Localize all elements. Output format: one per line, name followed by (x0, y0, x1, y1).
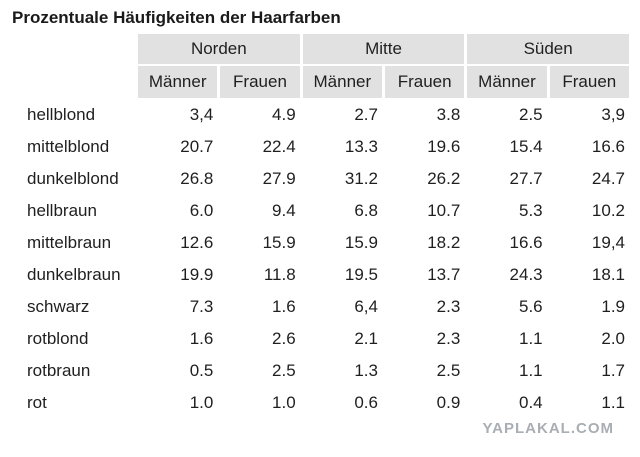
value-cell: 1.0 (189, 393, 214, 412)
value-cell: 13.7 (427, 265, 461, 284)
table-body: hellblond 3,4 4.9 2.7 3.8 2.5 3,9 mittelblond 20… (15, 100, 629, 418)
value-cell: 20.7 (180, 137, 214, 156)
value-cell: 26.2 (427, 169, 461, 188)
row-label: rotbraun (27, 361, 91, 380)
value-cell: 10.7 (427, 201, 461, 220)
table-row: rot 1.0 1.0 0.6 0.9 0.4 1.1 (15, 388, 629, 418)
value-cell: 9.4 (272, 201, 296, 220)
value-cell: 27.7 (509, 169, 543, 188)
value-cell: 2.5 (272, 361, 296, 380)
value-cell: 1.3 (354, 361, 378, 380)
value-cell: 27.9 (262, 169, 296, 188)
value-cell: 2.0 (601, 329, 625, 348)
row-label: hellblond (27, 105, 96, 124)
value-cell: 2.7 (354, 105, 378, 124)
value-cell: 7.3 (189, 297, 214, 316)
table-row: hellblond 3,4 4.9 2.7 3.8 2.5 3,9 (15, 100, 629, 130)
value-cell: 2.3 (436, 297, 461, 316)
value-cell: 0.6 (354, 393, 378, 412)
value-cell: 24.3 (509, 265, 543, 284)
row-label: dunkelblond (27, 169, 119, 188)
value-cell: 0.4 (519, 393, 543, 412)
value-cell: 0.9 (436, 393, 461, 412)
value-cell: 12.6 (180, 233, 214, 252)
row-label: mittelbraun (27, 233, 112, 252)
value-cell: 1.6 (272, 297, 296, 316)
value-cell: 5.3 (519, 201, 543, 220)
gender-header-row: Männer Frauen Männer Frauen Männer Fraue… (15, 66, 629, 98)
table-row: dunkelblond 26.8 27.9 31.2 26.2 27.7 24.7 (15, 164, 629, 194)
value-cell: 15.4 (509, 137, 543, 156)
value-cell: 15.9 (262, 233, 296, 252)
value-cell: 18.2 (427, 233, 461, 252)
region-header-norden: Norden (138, 34, 300, 64)
region-header-sueden: Süden (467, 34, 629, 64)
table-row: rotblond 1.6 2.6 2.1 2.3 1.1 2.0 (15, 324, 629, 354)
value-cell: 1.9 (601, 297, 625, 316)
gender-header: Männer (302, 66, 382, 98)
value-cell: 3,4 (189, 105, 214, 124)
value-cell: 1.6 (189, 329, 214, 348)
row-label: rotblond (27, 329, 89, 348)
value-cell: 2.5 (436, 361, 461, 380)
value-cell: 13.3 (344, 137, 378, 156)
value-cell: 3,9 (601, 105, 625, 124)
value-cell: 16.6 (509, 233, 543, 252)
value-cell: 1.1 (519, 329, 543, 348)
value-cell: 4.9 (272, 105, 296, 124)
table-row: schwarz 7.3 1.6 6,4 2.3 5.6 1.9 (15, 292, 629, 322)
value-cell: 10.2 (591, 201, 625, 220)
hair-color-table: Norden Mitte Süden Männer Frauen Männer … (12, 32, 632, 420)
table-row: hellbraun 6.0 9.4 6.8 10.7 5.3 10.2 (15, 196, 629, 226)
row-label: rot (27, 393, 47, 412)
value-cell: 6,4 (354, 297, 378, 316)
value-cell: 31.2 (344, 169, 378, 188)
value-cell: 2.5 (519, 105, 543, 124)
table-row: mittelbraun 12.6 15.9 15.9 18.2 16.6 19,4 (15, 228, 629, 258)
value-cell: 19.6 (427, 137, 461, 156)
value-cell: 19.9 (180, 265, 214, 284)
value-cell: 6.8 (354, 201, 378, 220)
gender-header: Frauen (384, 66, 465, 98)
value-cell: 1.1 (601, 393, 625, 412)
value-cell: 2.3 (436, 329, 461, 348)
gender-header: Männer (467, 66, 547, 98)
value-cell: 1.0 (272, 393, 296, 412)
row-label: dunkelbraun (27, 265, 121, 284)
value-cell: 19,4 (591, 233, 625, 252)
value-cell: 18.1 (591, 265, 625, 284)
row-label: schwarz (27, 297, 90, 316)
table-row: dunkelbraun 19.9 11.8 19.5 13.7 24.3 18.1 (15, 260, 629, 290)
gender-header: Männer (138, 66, 218, 98)
corner-cell (15, 34, 135, 64)
value-cell: 6.0 (189, 201, 214, 220)
value-cell: 3.8 (436, 105, 461, 124)
value-cell: 1.1 (519, 361, 543, 380)
value-cell: 15.9 (344, 233, 378, 252)
region-header-row: Norden Mitte Süden (15, 34, 629, 64)
value-cell: 22.4 (262, 137, 296, 156)
value-cell: 2.1 (354, 329, 378, 348)
value-cell: 5.6 (519, 297, 543, 316)
value-cell: 24.7 (591, 169, 625, 188)
table-row: rotbraun 0.5 2.5 1.3 2.5 1.1 1.7 (15, 356, 629, 386)
corner-cell (15, 66, 135, 98)
row-label: mittelblond (27, 137, 110, 156)
value-cell: 19.5 (344, 265, 378, 284)
table-row: mittelblond 20.7 22.4 13.3 19.6 15.4 16.6 (15, 132, 629, 162)
value-cell: 16.6 (591, 137, 625, 156)
value-cell: 0.5 (189, 361, 214, 380)
row-label: hellbraun (27, 201, 97, 220)
value-cell: 1.7 (601, 361, 625, 380)
region-header-mitte: Mitte (302, 34, 465, 64)
gender-header: Frauen (220, 66, 300, 98)
gender-header: Frauen (549, 66, 629, 98)
value-cell: 11.8 (263, 265, 296, 284)
table-title: Prozentuale Häufigkeiten der Haarfarben (12, 8, 341, 27)
value-cell: 2.6 (272, 329, 296, 348)
watermark: YAPLAKAL.COM (482, 420, 614, 437)
value-cell: 26.8 (180, 169, 214, 188)
